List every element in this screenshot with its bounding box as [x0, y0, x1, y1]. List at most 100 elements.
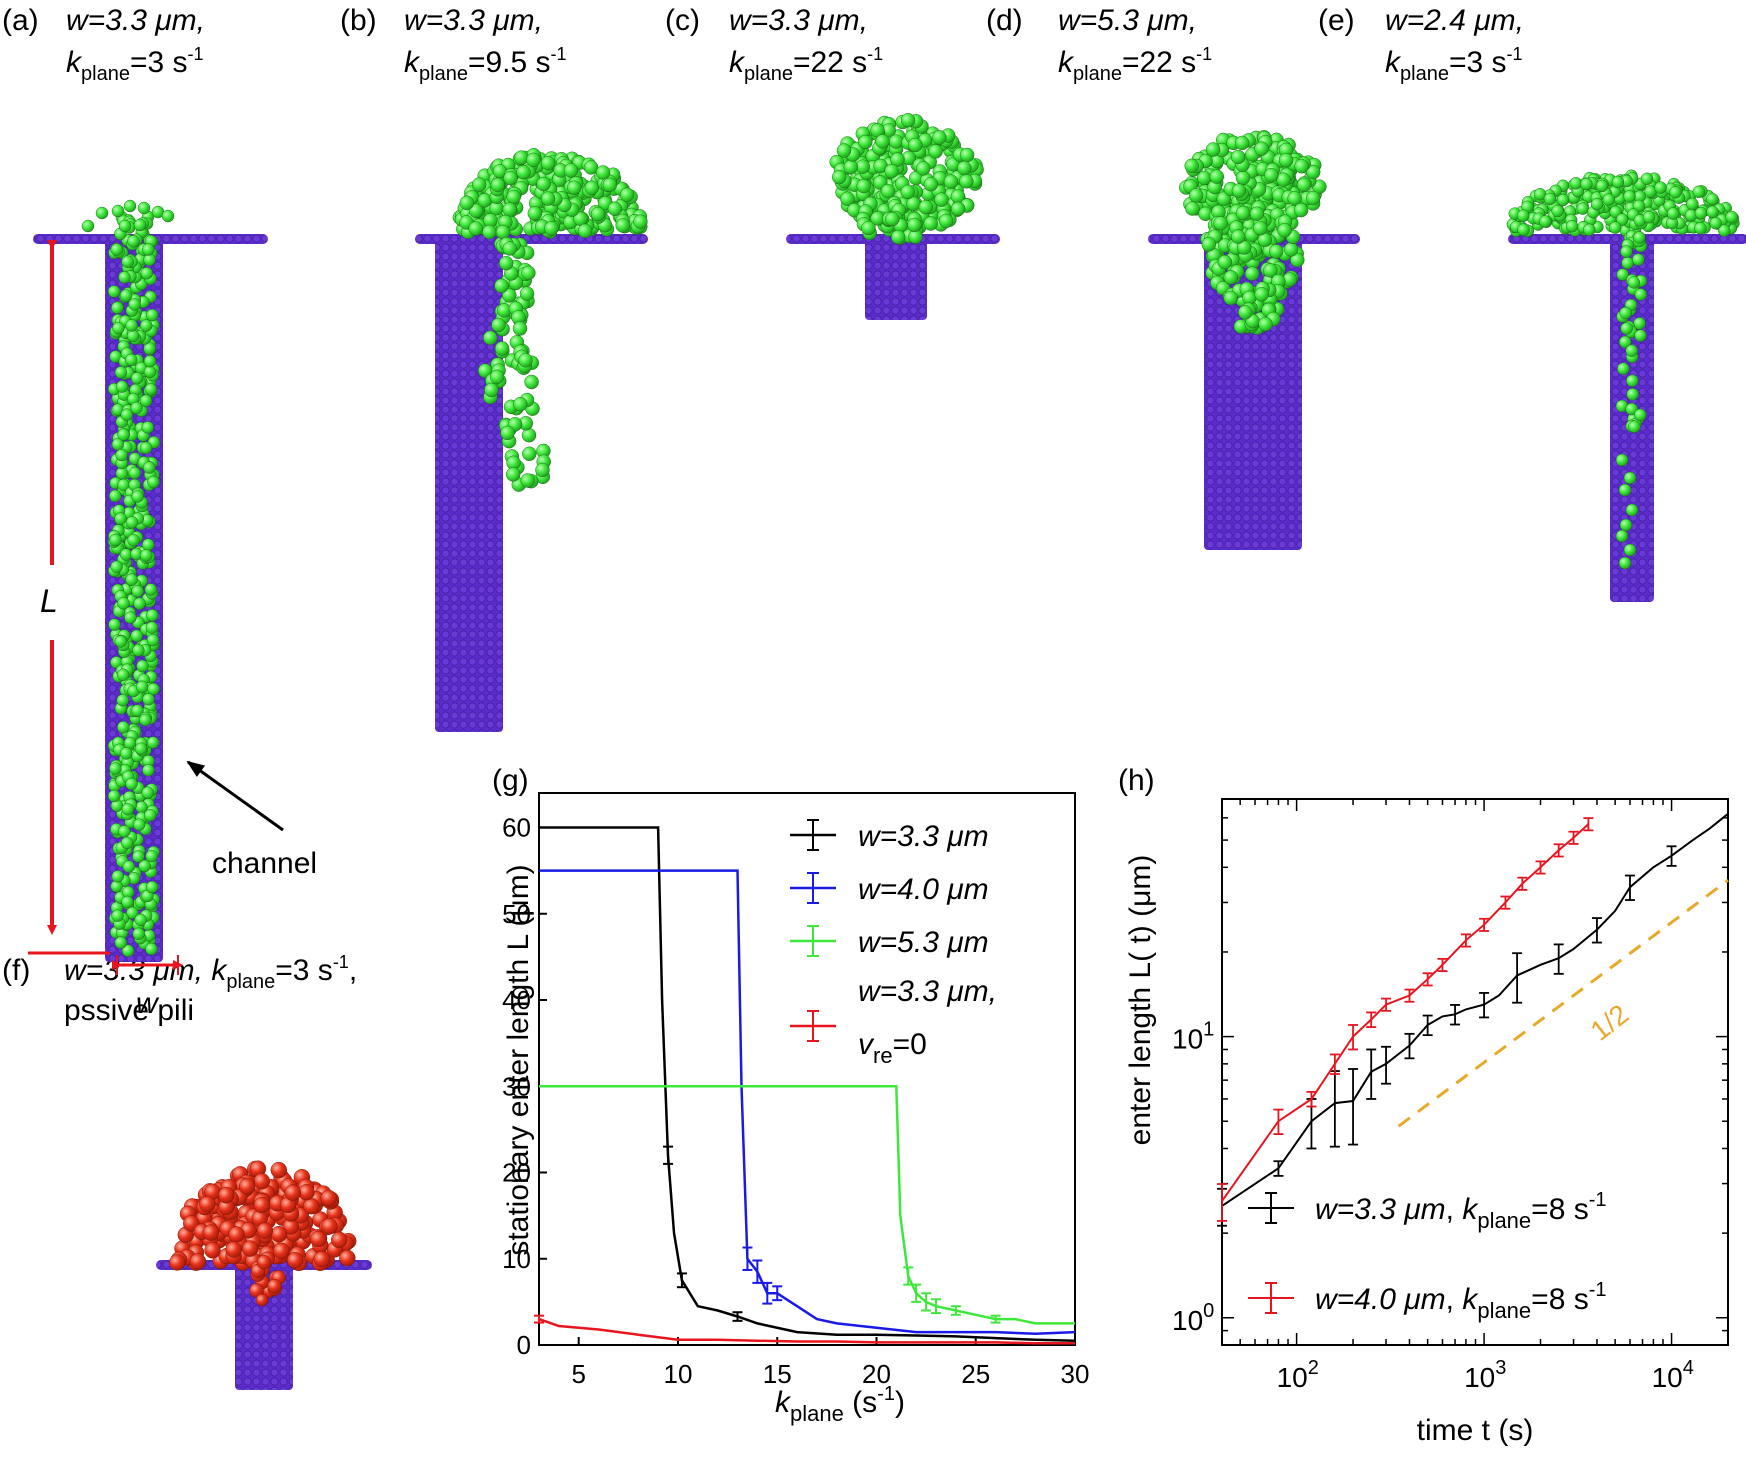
bacterium [127, 533, 140, 547]
bacteria-b [452, 147, 648, 492]
bacterium [146, 609, 159, 622]
panel-a-line1: w=3.3 μm, [66, 4, 205, 37]
panel-e-label: (e) [1318, 4, 1355, 37]
chart-g-frame [538, 792, 1076, 1346]
panel-d-label: (d) [986, 4, 1023, 37]
bacterium [843, 159, 858, 175]
channel-walls [435, 239, 503, 732]
y-tick-label: 100 [1172, 1300, 1214, 1336]
series-line [539, 869, 1076, 1336]
bacterium [119, 747, 133, 760]
bacterium [139, 549, 153, 562]
bacterium [339, 1249, 356, 1267]
bacterium [885, 211, 900, 227]
bacterium [143, 342, 156, 355]
bacterium [856, 178, 871, 194]
bacterium [270, 1161, 287, 1179]
bacterium [1633, 408, 1647, 422]
bacterium [122, 860, 136, 873]
panel-f-title: (f) w=3.3 μm, kplane=3 s-1, pssive pili [2, 952, 357, 1027]
legend-label: w=3.3 μm [858, 820, 989, 853]
bacterium [923, 216, 938, 231]
bacterium [1244, 266, 1260, 281]
y-tick-label: 60 [502, 813, 531, 843]
chart-h-frame [1221, 798, 1729, 1346]
bacterium [918, 199, 933, 215]
bacterium [146, 736, 160, 749]
bacterium [1249, 206, 1265, 221]
channel-c [786, 112, 1000, 320]
bacterium [1268, 244, 1284, 259]
y-tick-label: 20 [502, 1158, 531, 1188]
bacterium [116, 694, 129, 707]
bacterium [114, 936, 128, 949]
channel-pointer-arrow [186, 760, 284, 832]
panel-b-line2: kplane=9.5 s-1 [404, 44, 567, 85]
bacterium [514, 150, 529, 165]
bacterium [199, 1195, 216, 1213]
bacterium [1287, 191, 1302, 206]
bacterium [144, 383, 158, 396]
bacterium [519, 286, 535, 301]
bacterium [107, 285, 121, 298]
bacterium [1201, 237, 1217, 252]
bacterium [120, 836, 134, 850]
bacterium [142, 764, 155, 777]
bacterium [121, 803, 135, 816]
bacterium [133, 597, 146, 610]
bacterium [615, 218, 630, 233]
bacterium [131, 490, 144, 503]
panel-b-title: (b) w=3.3 μm, kplane=9.5 s-1 [340, 4, 567, 85]
bacterium [255, 1293, 269, 1307]
bacterium [1235, 170, 1251, 186]
chart-h-legend: w=3.3 μm, kplane=8 s-1 w=4.0 μm, kplane=8… [1248, 1189, 1607, 1323]
bacterium [619, 187, 635, 203]
bacterium [121, 255, 134, 268]
bacterium [128, 298, 141, 311]
bacterium [1543, 192, 1557, 206]
bacterium [536, 176, 551, 192]
simulation-snapshots [33, 112, 1746, 1390]
bacterium [117, 428, 130, 441]
series-line [1221, 823, 1590, 1202]
bacterium [1184, 158, 1199, 174]
bacterium [1294, 158, 1309, 174]
bacterium [1188, 188, 1204, 203]
bacterium [502, 241, 517, 256]
bacterium [126, 329, 140, 343]
bacterium [1209, 169, 1225, 184]
bacterium [114, 366, 128, 379]
bacterium [139, 713, 152, 727]
bacterium [202, 1224, 220, 1241]
bacterium [139, 394, 153, 407]
bacterium [938, 213, 954, 229]
bacterium [1569, 177, 1583, 190]
bacterium [141, 538, 155, 551]
bacterium [1305, 164, 1321, 180]
bacterium [1725, 210, 1738, 224]
bacterium [1619, 518, 1633, 532]
bacterium [161, 209, 175, 223]
bacterium [116, 668, 130, 681]
bacterium [1602, 193, 1616, 206]
bacterium [115, 380, 129, 393]
legend-label: w=3.3 μm, [858, 975, 997, 1008]
x-tick-label: 20 [862, 1359, 891, 1389]
bacterium [491, 317, 506, 333]
chart-g: (g) 5 10 15 20 25 30 0 10 20 30 40 50 60 kplane (s-1) s… [492, 764, 1089, 1426]
bacterium [861, 220, 876, 236]
bacterium [145, 942, 158, 956]
bacterium [81, 219, 95, 233]
panel-b-label: (b) [340, 4, 377, 37]
bacterium [506, 467, 521, 482]
panel-c-line2: kplane=22 s-1 [729, 44, 883, 85]
bacterium [228, 1226, 245, 1243]
bacterium [1694, 222, 1707, 235]
bacterium [132, 818, 146, 831]
bacterium [521, 428, 537, 443]
bacterium [1223, 270, 1239, 285]
y-tick-label: 50 [502, 899, 531, 929]
bacterium [1618, 483, 1632, 497]
x-tick-label: 30 [1061, 1359, 1090, 1389]
bacterium [168, 1254, 186, 1271]
